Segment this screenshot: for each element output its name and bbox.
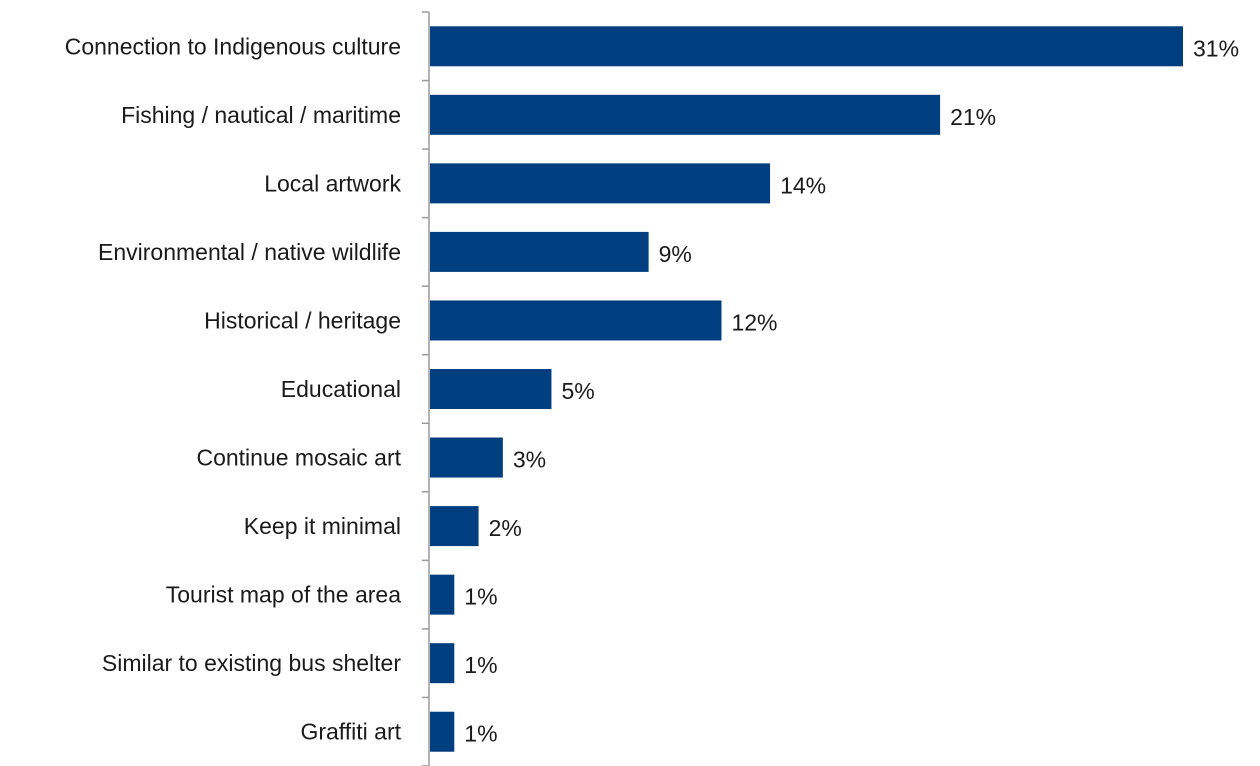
data-label: 1% <box>464 584 497 610</box>
bar <box>430 300 722 341</box>
data-label: 1% <box>464 721 497 747</box>
bar <box>430 94 941 135</box>
bars-layer <box>430 26 1183 752</box>
category-label: Fishing / nautical / maritime <box>121 102 401 128</box>
labels-layer: Connection to Indigenous culture 31% Fishi… <box>65 33 1239 746</box>
data-label: 31% <box>1193 35 1239 61</box>
bar <box>430 437 503 478</box>
category-label: Tourist map of the area <box>166 582 401 608</box>
bar <box>430 574 455 615</box>
data-label: 9% <box>659 241 692 267</box>
data-label: 2% <box>489 515 522 541</box>
bar <box>430 26 1183 67</box>
category-axis <box>422 11 430 766</box>
bar <box>430 643 455 684</box>
data-label: 12% <box>731 309 777 335</box>
data-label: 14% <box>780 172 826 198</box>
bar <box>430 711 455 752</box>
bar <box>430 506 479 547</box>
bar <box>430 163 771 204</box>
bar <box>430 369 552 409</box>
data-label: 1% <box>464 652 497 678</box>
category-label: Local artwork <box>264 170 401 196</box>
category-label: Environmental / native wildlife <box>98 239 401 265</box>
data-label: 5% <box>561 378 594 404</box>
data-label: 21% <box>950 104 996 130</box>
category-label: Educational <box>281 376 401 402</box>
category-label: Graffiti art <box>300 719 401 745</box>
category-label: Similar to existing bus shelter <box>102 650 401 676</box>
category-label: Continue mosaic art <box>196 445 401 471</box>
category-label: Connection to Indigenous culture <box>65 33 401 59</box>
bar <box>430 231 649 272</box>
category-label: Keep it minimal <box>244 513 401 539</box>
category-label: Historical / heritage <box>204 307 401 333</box>
data-label: 3% <box>513 447 546 473</box>
